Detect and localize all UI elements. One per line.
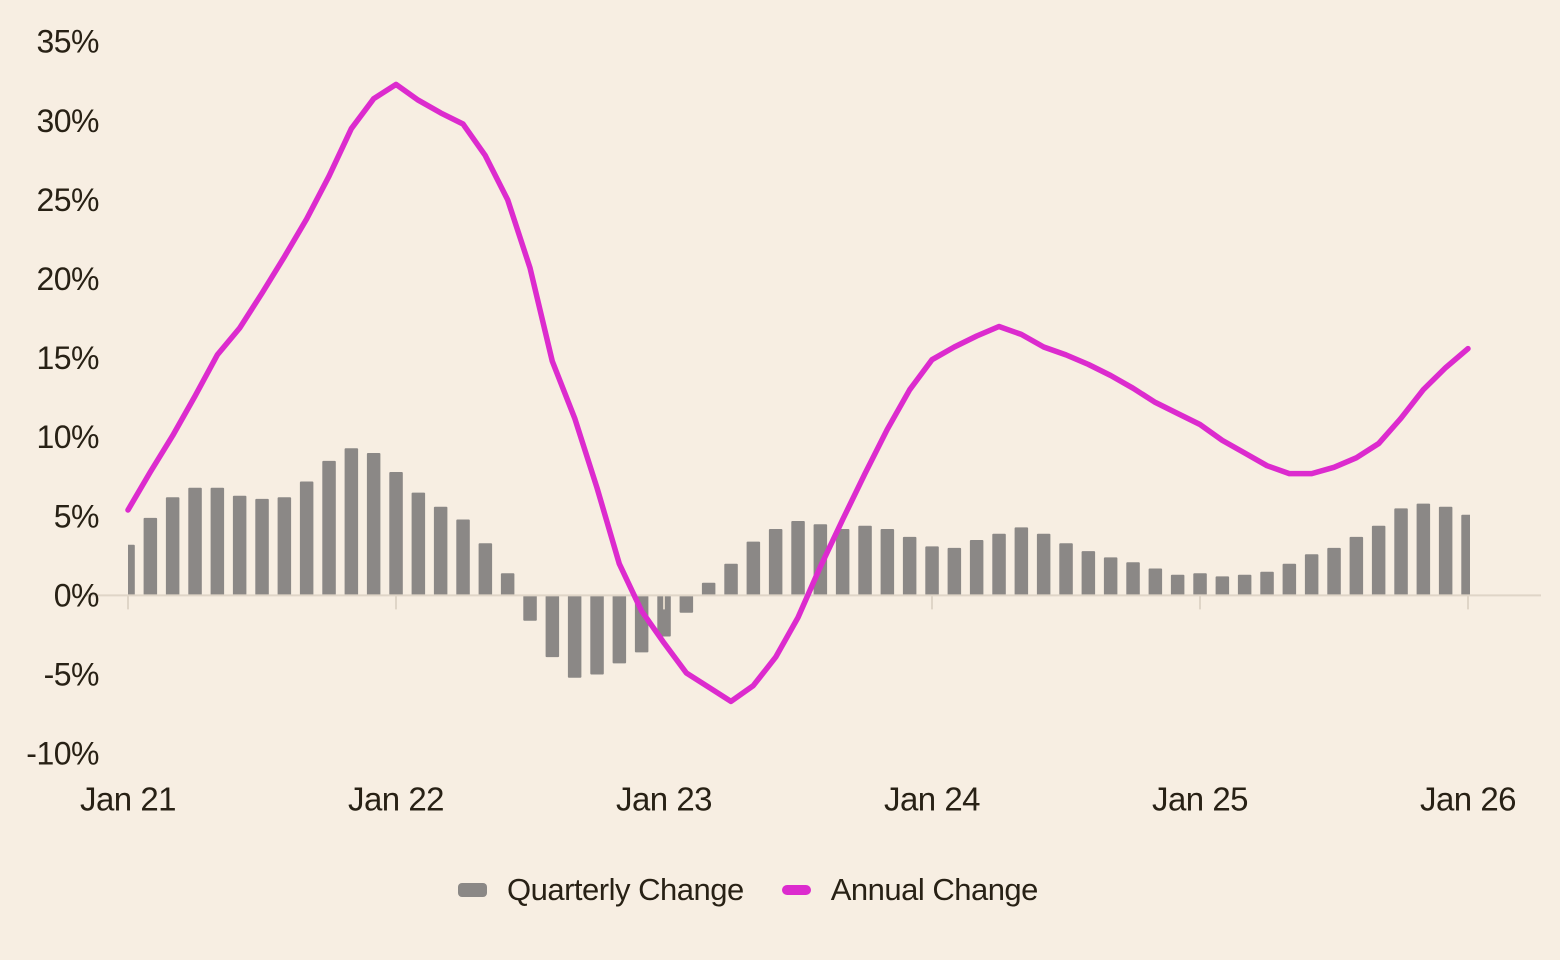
x-axis	[85, 594, 1541, 610]
bar	[1371, 525, 1386, 596]
bar	[1036, 533, 1051, 596]
bar	[1394, 508, 1408, 596]
x-tick-label: Jan 25	[1152, 781, 1248, 818]
x-tick-label: Jan 24	[884, 781, 980, 818]
bar	[947, 547, 962, 596]
bar	[433, 506, 448, 596]
bar	[902, 536, 917, 596]
bar	[478, 543, 493, 596]
bar	[567, 595, 582, 678]
bar	[322, 460, 336, 596]
bar	[1282, 563, 1297, 596]
bar	[1103, 557, 1118, 596]
bar	[1014, 527, 1029, 596]
bar	[1349, 536, 1364, 596]
legend-item-annual-change: Annual Change	[781, 872, 1039, 908]
bar	[1215, 576, 1230, 596]
y-tick-label: 10%	[36, 419, 99, 455]
bar	[255, 498, 269, 596]
legend-label-annual-change: Annual Change	[830, 872, 1039, 907]
bar	[1148, 568, 1163, 596]
bar	[545, 595, 560, 658]
y-tick-label: 5%	[54, 498, 99, 534]
bar	[679, 595, 694, 613]
bar	[1260, 571, 1274, 596]
y-tick-label: 30%	[36, 103, 99, 139]
y-tick-label: 20%	[36, 261, 99, 297]
bar	[165, 497, 180, 596]
x-axis-labels: Jan 21 Jan 22 Jan 23 Jan 24 Jan 25 Jan 26	[80, 781, 1517, 818]
annual-change-swatch-icon	[781, 885, 811, 895]
bar	[232, 495, 247, 596]
y-tick-label: 0%	[54, 577, 99, 613]
bar	[858, 525, 872, 596]
bar	[128, 544, 135, 596]
bar	[925, 546, 939, 596]
legend-label-quarterly-change: Quarterly Change	[507, 872, 744, 907]
x-tick-label: Jan 22	[348, 781, 444, 818]
y-tick-label: 15%	[36, 340, 99, 376]
bar	[992, 533, 1006, 596]
bar	[277, 497, 292, 596]
bar	[456, 519, 470, 596]
bar	[657, 595, 671, 637]
legend: Quarterly Change Annual Change	[458, 872, 1038, 908]
bar	[366, 453, 381, 596]
bar	[500, 573, 515, 596]
y-axis-labels: 35% 30% 25% 20% 15% 10% 5% 0% -5% -10%	[26, 24, 99, 772]
quarterly-change-swatch-icon	[458, 883, 487, 897]
bar	[768, 529, 783, 596]
bar	[411, 492, 426, 596]
bar	[1327, 547, 1341, 596]
bar	[1461, 514, 1470, 596]
bar	[523, 595, 537, 621]
bar	[791, 521, 805, 596]
y-tick-label: 35%	[36, 24, 99, 60]
bar	[612, 595, 627, 664]
y-tick-label: -10%	[26, 736, 99, 772]
bar	[590, 595, 604, 675]
bar	[746, 541, 761, 596]
bar	[344, 448, 359, 596]
quarterly-change-bars	[128, 448, 1470, 678]
bar	[389, 472, 403, 596]
annual-change-line	[125, 81, 1471, 705]
bar	[1416, 503, 1431, 596]
y-tick-label: 25%	[36, 182, 99, 218]
legend-item-quarterly-change: Quarterly Change	[458, 872, 744, 908]
bar	[1438, 506, 1453, 596]
bar	[1059, 543, 1073, 596]
bar	[1170, 574, 1185, 596]
bar	[1304, 554, 1319, 596]
bar	[724, 563, 738, 596]
bar	[1193, 573, 1207, 596]
bar	[1126, 562, 1140, 596]
x-tick-label: Jan 26	[1420, 781, 1516, 818]
bar	[969, 540, 984, 596]
x-tick-label: Jan 23	[616, 781, 712, 818]
bar	[880, 529, 895, 596]
bar	[1081, 551, 1096, 596]
bar	[143, 517, 158, 596]
bar	[1237, 574, 1252, 596]
bar	[210, 487, 225, 596]
bar	[299, 481, 314, 596]
bar	[701, 582, 716, 596]
x-tick-label: Jan 21	[80, 781, 176, 818]
y-tick-label: -5%	[44, 657, 99, 693]
bar	[835, 529, 850, 596]
bar	[188, 487, 202, 596]
